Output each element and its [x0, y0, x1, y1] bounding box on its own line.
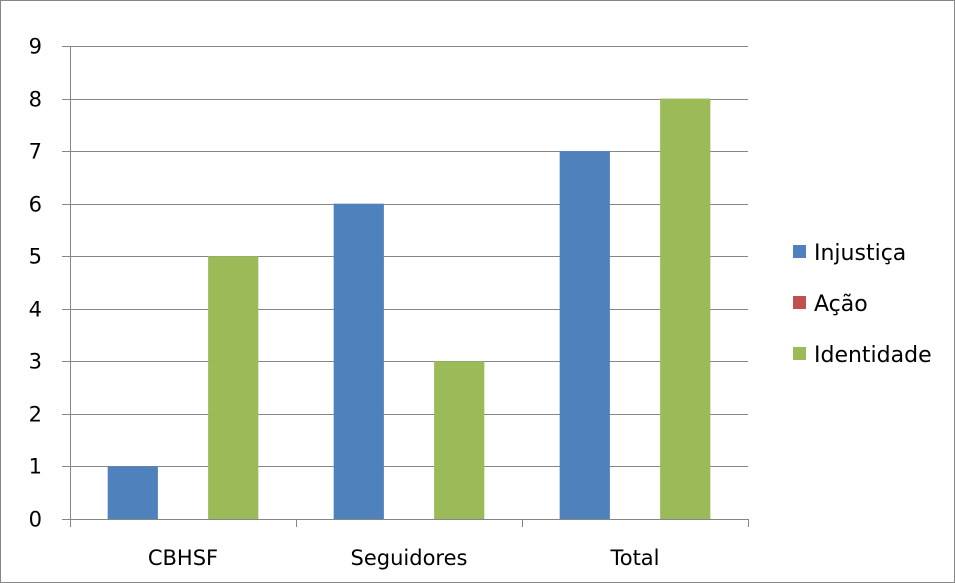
- x-category-label: Seguidores: [351, 546, 468, 570]
- bar-identidade: [208, 256, 259, 519]
- y-tick-label: 1: [29, 455, 42, 479]
- axes: [62, 46, 749, 527]
- y-tick-label: 3: [29, 350, 42, 374]
- gridlines: [62, 46, 748, 467]
- legend-swatch: [793, 347, 806, 360]
- y-axis-tick-labels: 0 1 2 3 4 5 6 7 8 9: [29, 35, 42, 532]
- legend-label: Injustiça: [814, 241, 906, 266]
- y-tick-label: 4: [29, 298, 42, 322]
- legend-swatch: [793, 245, 806, 258]
- x-category-label: Total: [609, 546, 659, 570]
- bar-injustiça: [333, 203, 384, 520]
- y-tick-label: 0: [29, 508, 42, 532]
- bar-identidade: [434, 361, 485, 519]
- y-tick-label: 5: [29, 245, 42, 269]
- y-tick-label: 2: [29, 403, 42, 427]
- y-tick-label: 8: [29, 88, 42, 112]
- bar-injustiça: [559, 151, 610, 520]
- legend: Injustiça Ação Identidade: [793, 241, 932, 368]
- x-category-label: CBHSF: [148, 546, 218, 570]
- y-tick-label: 9: [29, 35, 42, 59]
- bar-injustiça: [107, 466, 158, 519]
- bars: [107, 98, 711, 520]
- y-tick-label: 6: [29, 193, 42, 217]
- x-axis-category-labels: CBHSF Seguidores Total: [148, 546, 660, 570]
- legend-label: Identidade: [814, 343, 932, 368]
- legend-label: Ação: [814, 292, 868, 317]
- y-tick-label: 7: [29, 140, 42, 164]
- bar-identidade: [660, 98, 711, 519]
- legend-swatch: [793, 296, 806, 309]
